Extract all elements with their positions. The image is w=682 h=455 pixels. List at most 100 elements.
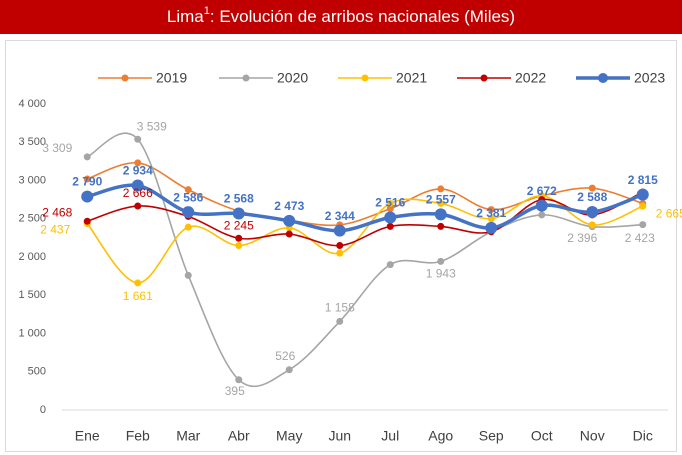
y-tick-label: 1 000 [18,327,46,339]
data-point [83,153,91,161]
data-point [184,186,192,194]
data-label: 2 672 [527,184,557,198]
data-point [636,188,649,201]
legend-label: 2019 [156,70,187,86]
data-point [235,234,243,242]
data-point [434,208,447,221]
data-label: 2 245 [224,218,254,232]
legend-marker [121,74,129,82]
x-tick-label: Ene [75,428,100,444]
x-tick-label: Jun [328,428,351,444]
data-point [336,242,344,250]
data-label: 2 568 [224,192,254,206]
data-point [235,376,243,384]
data-point [134,279,142,287]
data-point [134,202,142,210]
data-point [437,257,445,265]
data-label: 2 815 [628,173,658,187]
y-tick-label: 2 000 [18,251,46,263]
data-point [81,190,94,203]
data-point [384,211,397,224]
legend-marker [242,74,250,82]
data-point [283,214,296,227]
data-label: 2 423 [625,231,655,245]
x-tick-label: Nov [580,428,605,444]
data-point [83,217,91,225]
data-point [437,185,445,193]
chart-title: Lima1: Evolución de arribos nacionales (… [167,5,515,27]
data-point [538,211,546,219]
data-label: 395 [225,384,245,398]
data-point [131,179,144,192]
data-label: 2 396 [567,231,597,245]
legend-marker [361,74,369,82]
data-point [588,184,596,192]
data-label: 2 381 [476,206,506,220]
data-label: 2 790 [72,175,102,189]
legend-marker [480,74,488,82]
y-tick-label: 4 000 [18,98,46,110]
title-sup: 1 [204,5,210,17]
data-label: 2 516 [375,196,405,210]
y-tick-label: 0 [40,404,46,416]
x-tick-label: Abr [228,428,250,444]
y-tick-label: 1 500 [18,289,46,301]
data-point [485,221,498,234]
data-label: 3 539 [137,119,167,133]
data-point [182,206,195,219]
data-label: 2 934 [123,164,153,178]
data-point [184,271,192,279]
data-point [386,205,394,213]
data-point [535,199,548,212]
y-tick-label: 3 000 [18,174,46,186]
data-point [83,175,91,183]
data-point [639,221,647,229]
y-tick-label: 500 [28,366,46,378]
data-label: 3 309 [42,141,72,155]
data-label: 2 344 [325,209,355,223]
data-point [386,199,394,207]
series-line [86,162,643,227]
data-point [336,249,344,257]
data-label: 2 588 [577,190,607,204]
data-point [333,224,346,237]
x-tick-label: Jul [381,428,399,444]
y-tick-label: 2 500 [18,213,46,225]
x-tick-label: Sep [479,428,504,444]
data-point [232,207,245,220]
data-point [386,261,394,269]
legend-marker [598,73,608,83]
data-point [386,222,394,230]
data-label: 2 586 [173,190,203,204]
series-line [86,194,644,284]
data-label: 1 661 [123,289,153,303]
data-label: 526 [275,349,295,363]
data-point [437,222,445,230]
x-tick-label: Ago [428,428,453,444]
data-point [184,223,192,231]
data-label: 1 943 [426,267,456,281]
data-point [588,221,596,229]
data-label: 2 666 [123,186,153,200]
data-label: 2 665 [656,206,682,220]
data-label: 1 158 [325,301,355,315]
data-label: 2 473 [274,199,304,213]
x-tick-label: Dic [633,428,653,444]
data-point [586,206,599,219]
data-label: 2 437 [40,223,70,237]
data-point [285,230,293,238]
data-point [134,135,142,143]
data-point [487,215,495,223]
legend-label: 2023 [634,70,665,86]
data-point [639,202,647,210]
chart-border [5,40,677,452]
data-point [437,199,445,207]
legend-label: 2022 [515,70,546,86]
data-point [487,206,495,214]
title-rest: : Evolución de arribos nacionales (Miles… [210,7,515,26]
x-tick-label: May [276,428,302,444]
data-label: 2 468 [42,205,72,219]
x-tick-label: Oct [531,428,553,444]
x-tick-label: Feb [126,428,150,444]
